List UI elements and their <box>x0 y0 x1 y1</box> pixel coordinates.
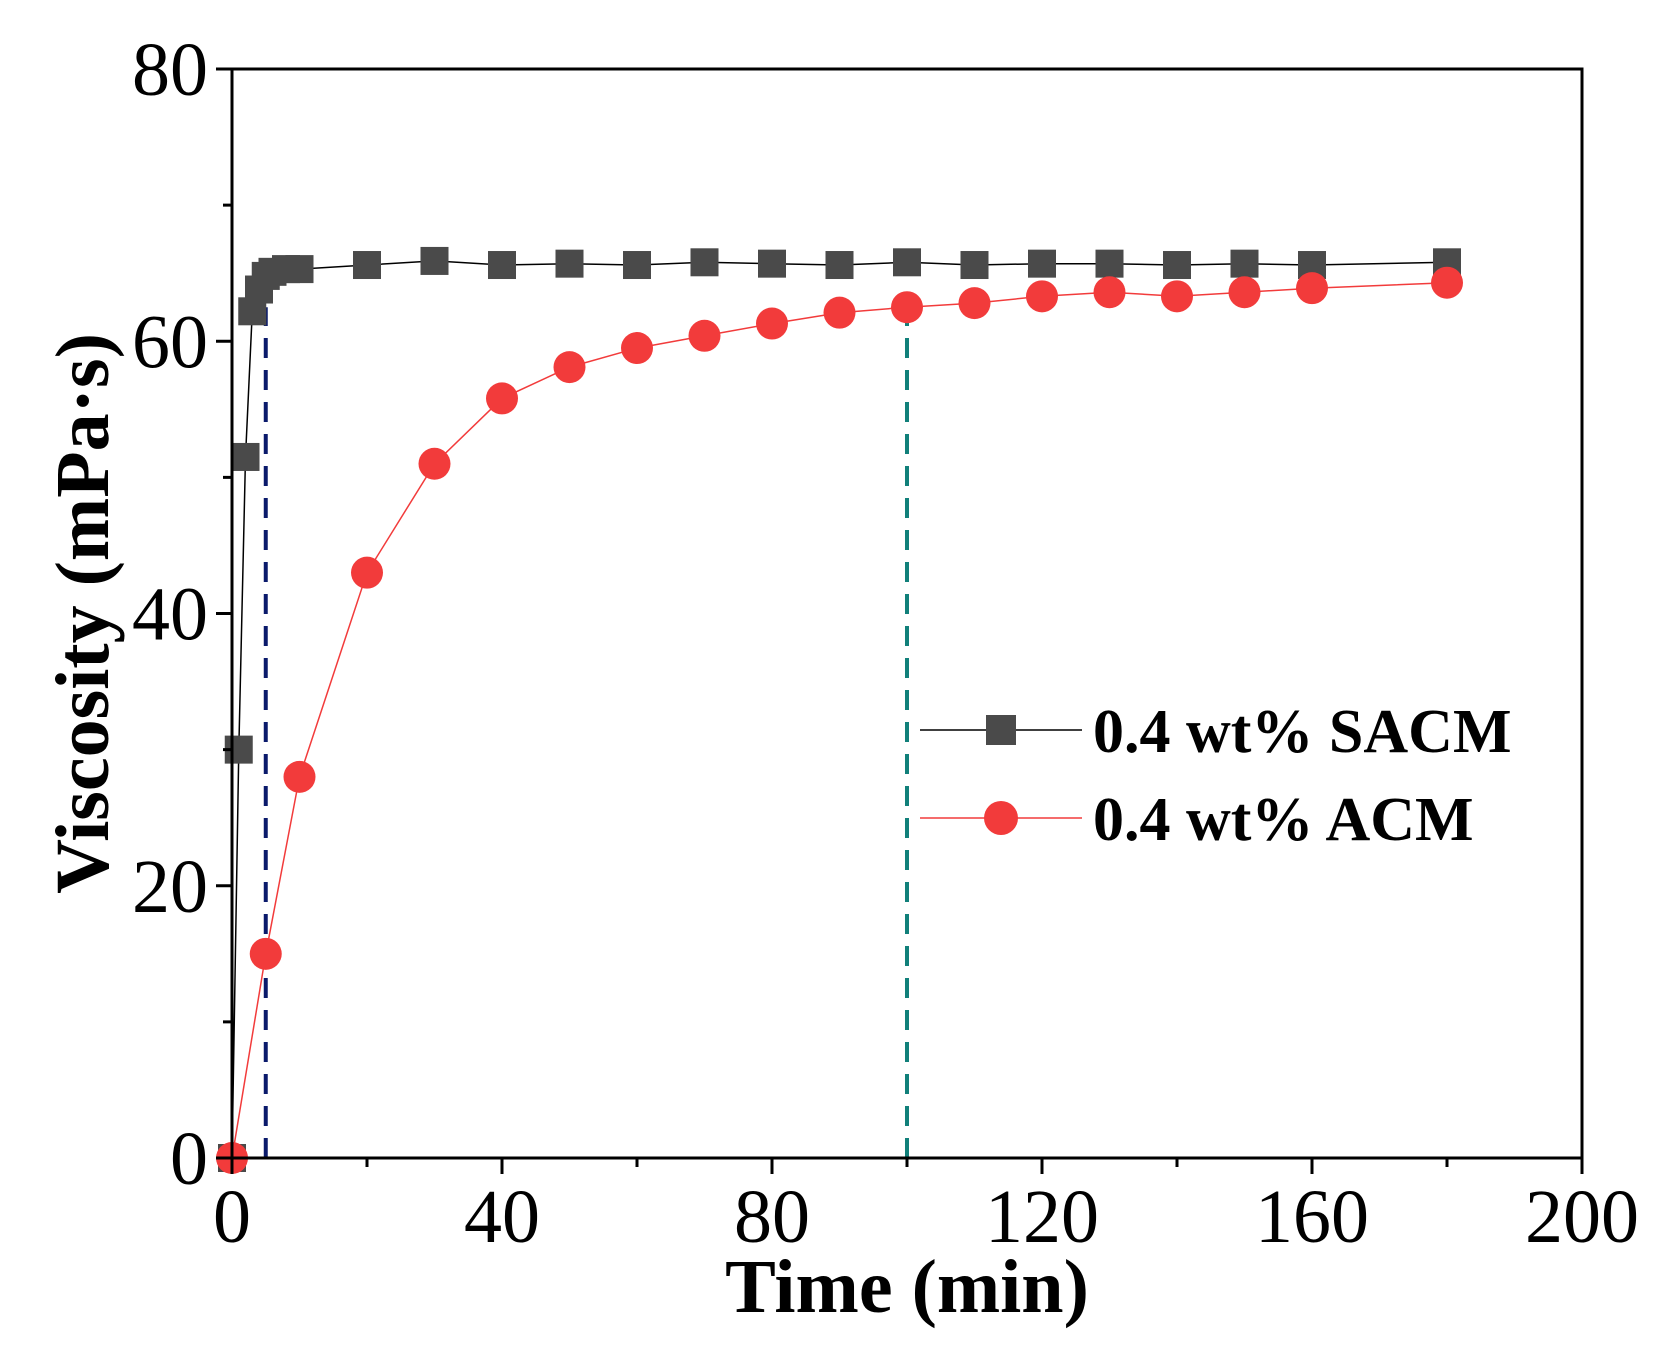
x-tick-label: 160 <box>1255 1175 1369 1259</box>
acm-data-point <box>823 296 856 329</box>
y-tick-label: 40 <box>132 573 208 657</box>
sacm-data-point <box>825 251 854 280</box>
acm-data-point <box>891 291 923 324</box>
x-axis-title: Time (min) <box>725 1245 1089 1329</box>
acm-data-point <box>756 307 788 340</box>
series-markers <box>216 246 1463 1174</box>
sacm-data-point <box>1230 249 1259 278</box>
y-tick-label: 0 <box>170 1117 208 1201</box>
acm-data-point <box>1026 280 1058 313</box>
sacm-data-point <box>488 251 516 280</box>
sacm-data-point <box>893 248 921 277</box>
legend-label: 0.4 wt% ACM <box>1093 786 1474 854</box>
y-tick-label: 80 <box>132 28 208 112</box>
y-axis-title: Viscosity (mPa·s) <box>41 333 125 894</box>
sacm-data-point <box>758 249 786 278</box>
sacm-data-point <box>285 255 314 284</box>
acm-data-point <box>351 556 383 589</box>
x-tick-label: 120 <box>985 1175 1099 1259</box>
acm-data-point <box>1093 276 1126 309</box>
legend-label: 0.4 wt% SACM <box>1093 698 1511 766</box>
acm-data-point <box>553 351 586 384</box>
sacm-data-point <box>231 442 260 471</box>
y-tick-label: 60 <box>132 300 208 384</box>
legend-circle-marker <box>984 801 1018 835</box>
legend: 0.4 wt% SACM 0.4 wt% ACM <box>920 698 1511 854</box>
axis-ticks <box>216 67 1584 1174</box>
x-tick-label: 200 <box>1525 1175 1639 1259</box>
sacm-data-point <box>690 248 719 277</box>
sacm-data-point <box>1163 251 1191 280</box>
acm-data-point <box>486 382 518 415</box>
acm-data-point <box>283 760 316 793</box>
x-tick-label: 80 <box>734 1175 810 1259</box>
reference-lines <box>263 307 909 1158</box>
acm-data-point <box>621 332 653 365</box>
sacm-data-point <box>960 251 989 280</box>
sacm-data-point <box>555 249 584 278</box>
acm-data-point <box>418 447 451 480</box>
acm-data-point <box>1296 272 1328 305</box>
sacm-data-point <box>353 251 381 280</box>
acm-data-point <box>249 937 282 970</box>
sacm-data-point <box>420 246 449 275</box>
acm-data-point <box>1161 280 1193 313</box>
acm-data-point <box>1228 276 1261 309</box>
sacm-data-point <box>623 251 651 280</box>
legend-square-marker <box>986 715 1016 745</box>
acm-data-point <box>688 319 721 352</box>
acm-data-point <box>958 287 991 320</box>
axis-tick-labels: 0 40 80 120 160 200 0 20 40 60 80 <box>132 28 1639 1259</box>
acm-data-point <box>1431 266 1463 299</box>
x-tick-label: 40 <box>464 1175 540 1259</box>
sacm-data-point <box>1095 249 1124 278</box>
x-tick-label: 0 <box>213 1175 251 1259</box>
y-tick-label: 20 <box>132 845 208 929</box>
sacm-data-point <box>1028 249 1056 278</box>
